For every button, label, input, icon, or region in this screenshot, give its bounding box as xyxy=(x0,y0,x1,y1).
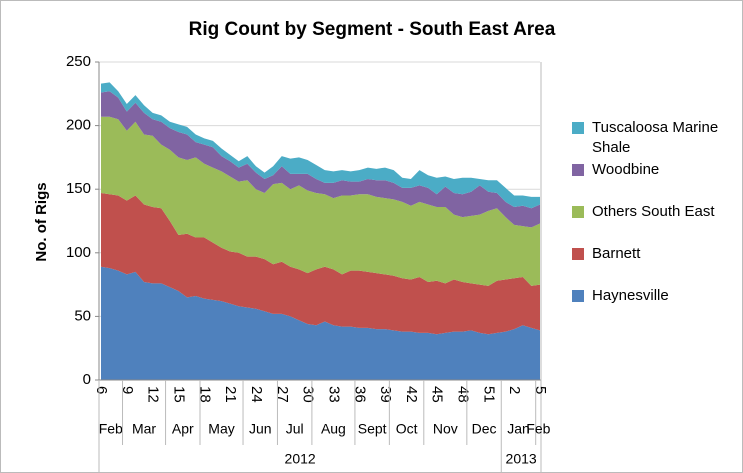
x-tick-label: 48 xyxy=(455,386,472,403)
x-tick-label: 5 xyxy=(532,386,549,394)
legend-item: Barnett xyxy=(572,244,737,286)
x-tick-label: 27 xyxy=(274,386,291,403)
legend-label: Tuscaloosa Marine Shale xyxy=(592,119,719,156)
area xyxy=(101,193,540,335)
month-label: Feb xyxy=(99,421,123,437)
legend-swatch xyxy=(572,248,584,260)
x-tick-label: 33 xyxy=(325,386,342,403)
month-label: Jun xyxy=(249,421,272,437)
x-tick-label: 6 xyxy=(93,386,110,394)
legend-item: Haynesville xyxy=(572,286,737,328)
x-tick-label: 2 xyxy=(506,386,523,394)
legend-label: Haynesville xyxy=(592,287,669,304)
x-tick-label: 39 xyxy=(377,386,394,403)
legend-swatch xyxy=(572,290,584,302)
month-label: Mar xyxy=(132,421,156,437)
x-tick-label: 9 xyxy=(119,386,136,394)
area xyxy=(101,91,540,228)
y-tick-label: 150 xyxy=(66,180,91,197)
x-tick-label: 51 xyxy=(480,386,497,403)
month-label: Dec xyxy=(472,421,497,437)
y-tick-label: 200 xyxy=(66,117,91,134)
legend-swatch xyxy=(572,206,584,218)
y-tick-label: 0 xyxy=(83,371,91,388)
y-axis-label: No. of Rigs xyxy=(33,182,50,261)
x-tick-label: 42 xyxy=(403,386,420,403)
y-tick-label: 50 xyxy=(74,307,91,324)
area xyxy=(101,116,540,286)
legend-label: Woodbine xyxy=(592,161,660,178)
legend-label: Others South East xyxy=(592,203,715,220)
x-tick-label: 15 xyxy=(171,386,188,403)
x-tick-label: 45 xyxy=(429,386,446,403)
x-tick-label: 36 xyxy=(351,386,368,403)
area xyxy=(101,82,540,209)
y-tick-label: 250 xyxy=(66,53,91,70)
legend-item: Tuscaloosa Marine Shale xyxy=(572,118,737,160)
x-tick-label: 18 xyxy=(196,386,213,403)
year-label: 2013 xyxy=(506,451,537,467)
month-label: Oct xyxy=(396,421,418,437)
x-tick-label: 21 xyxy=(222,386,239,403)
month-label: Apr xyxy=(172,421,194,437)
legend-item: Woodbine xyxy=(572,160,737,202)
y-tick-label: 100 xyxy=(66,244,91,261)
legend-item: Others South East xyxy=(572,202,737,244)
month-label: Jan xyxy=(507,421,530,437)
x-tick-label: 30 xyxy=(300,386,317,403)
x-tick-label: 12 xyxy=(145,386,162,403)
month-label: Sept xyxy=(358,421,387,437)
month-label: Aug xyxy=(321,421,346,437)
legend: Tuscaloosa Marine Shale Woodbine Others So… xyxy=(572,118,737,328)
legend-label: Barnett xyxy=(592,245,641,262)
chart-title: Rig Count by Segment - South East Area xyxy=(189,19,556,40)
month-label: Nov xyxy=(433,421,458,437)
month-label: May xyxy=(208,421,234,437)
year-label: 2012 xyxy=(285,451,316,467)
month-label: Feb xyxy=(526,421,550,437)
legend-swatch xyxy=(572,164,584,176)
legend-swatch xyxy=(572,122,584,134)
month-label: Jul xyxy=(286,421,304,437)
x-tick-label: 24 xyxy=(248,386,265,403)
